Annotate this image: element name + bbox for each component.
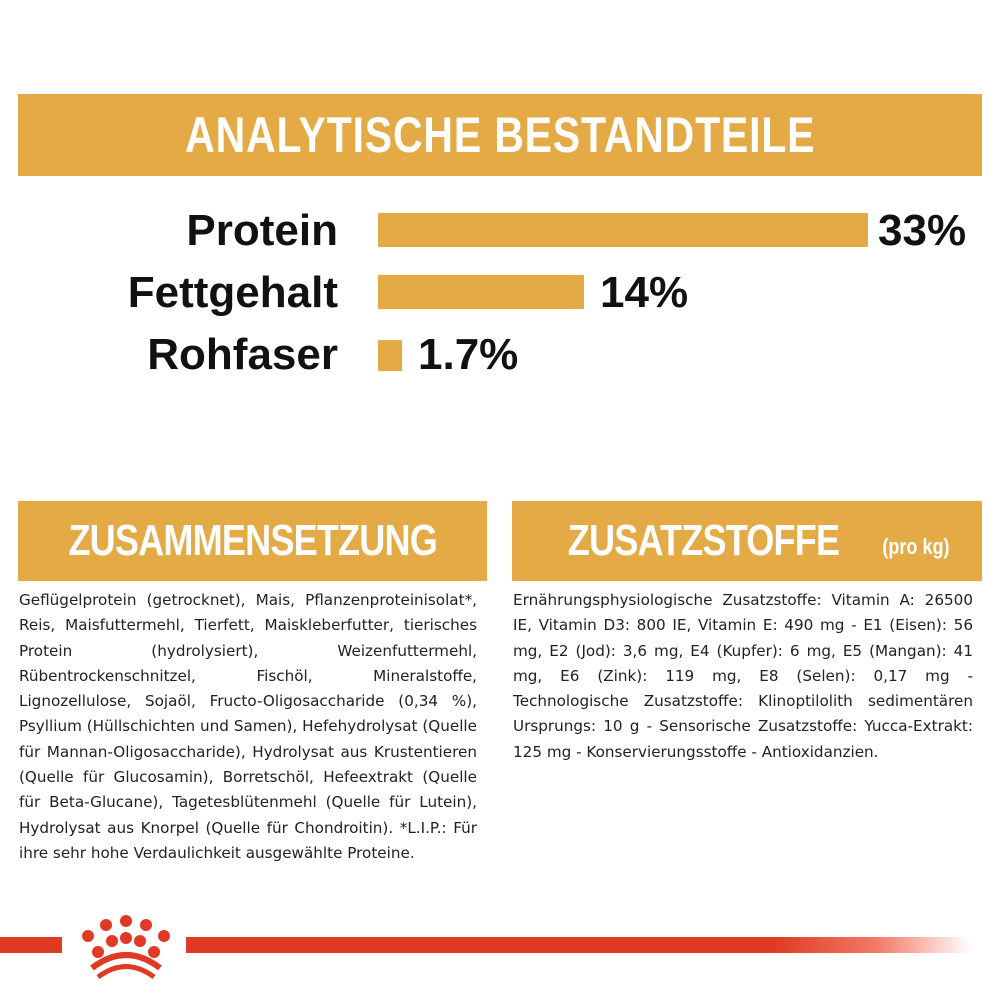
- row-label: Rohfaser: [147, 330, 338, 379]
- bar-protein: [378, 213, 868, 247]
- row-value: 14%: [600, 268, 689, 317]
- composition-title: ZUSAMMENSETZUNG: [68, 516, 437, 565]
- composition-header: ZUSAMMENSETZUNG: [18, 501, 487, 581]
- bar-fettgehalt: [378, 275, 584, 309]
- analytics-row-fettgehalt: Fettgehalt 14%: [0, 267, 1000, 319]
- row-label: Fettgehalt: [127, 268, 338, 317]
- additives-text: Ernährungsphysiologische Zusatzstoffe: V…: [513, 591, 973, 761]
- analytics-row-rohfaser: Rohfaser 1.7%: [0, 329, 1000, 381]
- additives-header: ZUSATZSTOFFE (pro kg): [512, 501, 982, 581]
- bar-rohfaser: [378, 340, 402, 371]
- analytics-title: ANALYTISCHE BESTANDTEILE: [184, 107, 816, 163]
- row-value: 33%: [878, 206, 967, 255]
- crown-logo-icon: [82, 915, 170, 980]
- additives-title-suffix: (pro kg): [881, 534, 950, 559]
- row-value: 1.7%: [418, 330, 519, 379]
- footer-line-left: [0, 937, 62, 953]
- analytics-header: ANALYTISCHE BESTANDTEILE: [18, 94, 982, 176]
- footer-line-right: [186, 937, 971, 953]
- analytics-row-protein: Protein 33%: [0, 205, 1000, 257]
- additives-title: ZUSATZSTOFFE: [567, 516, 839, 565]
- row-label: Protein: [186, 206, 338, 255]
- composition-text: Geflügelprotein (getrocknet), Mais, Pfla…: [19, 591, 477, 862]
